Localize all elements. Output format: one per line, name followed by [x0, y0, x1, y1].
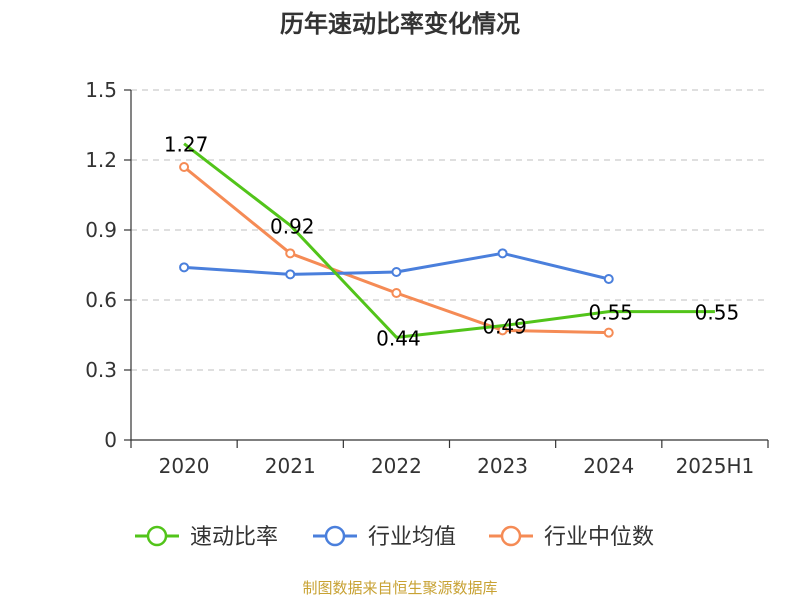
- x-tick-label: 2021: [265, 454, 316, 478]
- legend-marker: [146, 525, 168, 547]
- data-labels: 1.27 0.92 0.44 0.49 0.55 0.55: [164, 133, 739, 351]
- legend-item: 行业中位数: [489, 525, 654, 550]
- series-point: [179, 262, 190, 273]
- series-point: [603, 274, 614, 284]
- series-point: [285, 269, 296, 280]
- x-tick-label: 2024: [583, 454, 634, 478]
- series-point: [179, 162, 190, 172]
- x-tick-label: 2020: [159, 454, 210, 478]
- data-label: 1.27: [164, 133, 209, 157]
- data-label: 0.55: [588, 301, 633, 325]
- legend-label: 行业均值: [368, 525, 456, 550]
- legend-marker: [500, 525, 522, 547]
- y-tick-label: 1.2: [85, 148, 117, 172]
- y-tick-label: 0.6: [85, 288, 117, 312]
- series-point: [497, 248, 508, 259]
- series-layer: [179, 142, 715, 339]
- series-point: [391, 267, 402, 277]
- legend-label: 速动比率: [190, 525, 278, 550]
- data-label: 0.49: [482, 315, 527, 339]
- y-tick-label: 0.9: [85, 218, 117, 242]
- data-label: 0.55: [695, 301, 740, 325]
- legend-item: 速动比率: [135, 525, 278, 550]
- axes: 0 0.3 0.6 0.9 1.2 1.5 2020 2021 2022 2023 2024 2025…: [85, 78, 769, 478]
- y-tick-label: 1.5: [85, 78, 117, 102]
- x-tick-label: 2023: [477, 454, 528, 478]
- grid-lines: [131, 89, 768, 371]
- series-point: [603, 327, 614, 338]
- data-label: 0.92: [270, 214, 315, 238]
- series-line: [183, 142, 715, 339]
- legend-label: 行业中位数: [544, 525, 654, 550]
- x-tick-label: 2025H1: [676, 454, 755, 478]
- y-tick-label: 0.3: [85, 358, 117, 382]
- y-tick-label: 0: [104, 428, 117, 452]
- legend-item: 行业均值: [313, 525, 456, 550]
- series-point: [285, 248, 296, 259]
- legend: 速动比率 行业均值 行业中位数: [135, 525, 654, 550]
- data-label: 0.44: [376, 326, 421, 350]
- source-note: 制图数据来自恒生聚源数据库: [302, 579, 497, 597]
- x-tick-label: 2022: [371, 454, 422, 478]
- series-point: [391, 288, 402, 298]
- legend-marker: [324, 525, 346, 547]
- chart-title: 历年速动比率变化情况: [280, 10, 520, 38]
